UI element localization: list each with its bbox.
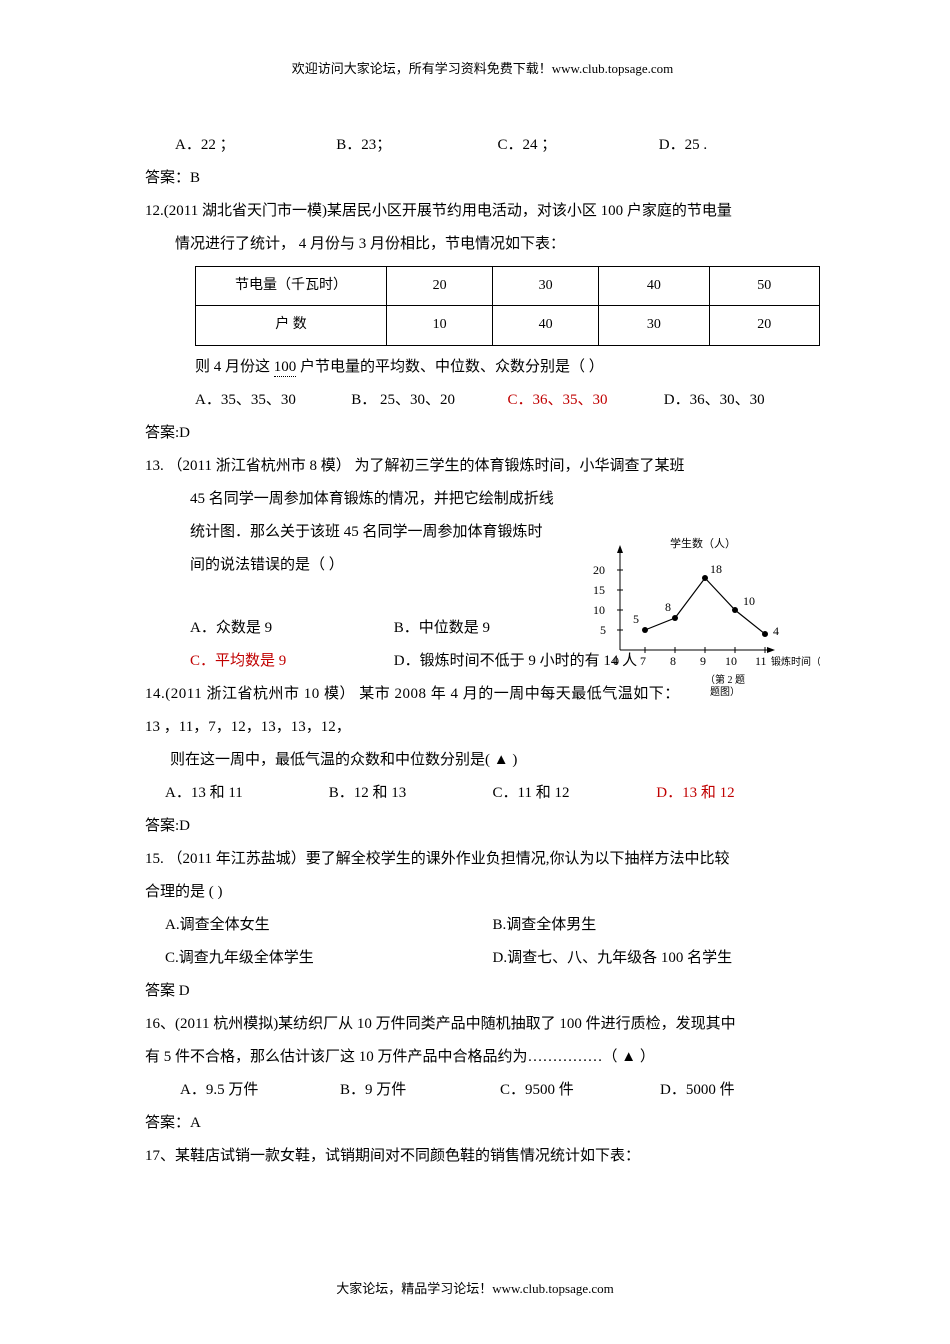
text: 100 [274, 359, 297, 377]
q13-stem2: 45 名同学一周参加体育锻炼的情况，并把它绘制成折线 [145, 483, 820, 516]
q14-opt-c: C．11 和 12 [493, 777, 657, 810]
q14-answer: 答案:D [145, 810, 820, 843]
q12-options: A．35、35、30 B． 25、30、20 C．36、35、30 D．36、3… [145, 384, 820, 417]
q11-opt-c: C．24 ； [498, 129, 659, 162]
table-cell: 10 [387, 306, 493, 346]
page-footer: 大家论坛，精品学习论坛！www.club.topsage.com [0, 1275, 950, 1304]
svg-text:8: 8 [670, 654, 676, 668]
q12-answer: 答案:D [145, 417, 820, 450]
svg-text:锻炼时间（h）: 锻炼时间（h） [771, 655, 820, 668]
page-header: 欢迎访问大家论坛，所有学习资料免费下载！www.club.topsage.com [145, 55, 820, 84]
chart-ylabel: 学生数（人） [670, 536, 736, 550]
q15-opt-c: C.调查九年级全体学生 [165, 942, 493, 975]
svg-text:0: 0 [613, 654, 619, 668]
q16-opt-c: C．9500 件 [500, 1074, 660, 1107]
q17-stem1: 17、某鞋店试销一款女鞋，试销期间对不同颜色鞋的销售情况统计如下表： [145, 1140, 820, 1173]
q12-opt-d: D．36、30、30 [664, 384, 820, 417]
table-cell: 50 [709, 266, 819, 306]
q14-opt-a: A．13 和 11 [165, 777, 329, 810]
q13-block: 13. （2011 浙江省杭州市 8 模） 为了解初三学生的体育锻炼时间，小华调… [145, 450, 820, 678]
svg-text:20: 20 [593, 563, 605, 577]
x-arrow-icon [767, 647, 775, 653]
q15-opt-b: B.调查全体男生 [493, 909, 821, 942]
q15-options-row2: C.调查九年级全体学生 D.调查七、八、九年级各 100 名学生 [145, 942, 820, 975]
q15-answer: 答案 D [145, 975, 820, 1008]
table-cell: 40 [493, 306, 599, 346]
q16-opt-a: A．9.5 万件 [180, 1074, 340, 1107]
table-row: 户 数 10 40 30 20 [196, 306, 820, 346]
q15-opt-a: A.调查全体女生 [165, 909, 493, 942]
q13-chart: 学生数（人） 5 10 15 20 0 7 8 9 10 11 锻炼时间（h） [575, 535, 820, 690]
q16-stem1: 16、(2011 杭州模拟)某纺织厂从 10 万件同类产品中随机抽取了 100 … [145, 1008, 820, 1041]
q13-opt-a: A．众数是 9 [190, 612, 330, 645]
q12-stem1: 12.(2011 湖北省天门市一模)某居民小区开展节约用电活动，对该小区 100… [145, 195, 820, 228]
q14-stem3: 则在这一周中，最低气温的众数和中位数分别是( ▲ ) [145, 744, 820, 777]
q16-stem2: 有 5 件不合格，那么估计该厂这 10 万件产品中合格品约为……………（ ▲ ） [145, 1041, 820, 1074]
table-cell: 节电量（千瓦时） [196, 266, 387, 306]
q16-opt-b: B．9 万件 [340, 1074, 500, 1107]
q12-stem2: 情况进行了统计， 4 月份与 3 月份相比，节电情况如下表： [145, 228, 820, 261]
q15-opt-d: D.调查七、八、九年级各 100 名学生 [493, 942, 821, 975]
q16-options: A．9.5 万件 B．9 万件 C．9500 件 D．5000 件 [145, 1074, 820, 1107]
q11-options: A．22 ； B．23； C．24 ； D．25 . [145, 129, 820, 162]
svg-text:5: 5 [633, 612, 639, 626]
table-cell: 30 [493, 266, 599, 306]
q16-answer: 答案：A [145, 1107, 820, 1140]
svg-text:8: 8 [665, 600, 671, 614]
q12-table: 节电量（千瓦时） 20 30 40 50 户 数 10 40 30 20 [195, 266, 820, 347]
table-cell: 户 数 [196, 306, 387, 346]
svg-text:15: 15 [593, 583, 605, 597]
table-row: 节电量（千瓦时） 20 30 40 50 [196, 266, 820, 306]
q15-stem2: 合理的是 ( ) [145, 876, 820, 909]
q12-stem3: 则 4 月份这 100 户节电量的平均数、中位数、众数分别是（ ） [145, 351, 820, 384]
table-cell: 20 [387, 266, 493, 306]
q15-stem1: 15. （2011 年江苏盐城）要了解全校学生的课外作业负担情况,你认为以下抽样… [145, 843, 820, 876]
q13-opt-b: B．中位数是 9 [394, 620, 490, 636]
q12-opt-c: C．36、35、30 [508, 384, 664, 417]
svg-text:10: 10 [743, 594, 755, 608]
q11-opt-d: D．25 . [659, 129, 820, 162]
q14-options: A．13 和 11 B．12 和 13 C．11 和 12 D．13 和 12 [145, 777, 820, 810]
svg-text:10: 10 [593, 603, 605, 617]
chart-caption2: 题图） [710, 686, 740, 698]
q13-opt-c: C．平均数是 9 [190, 645, 330, 678]
text: 户节电量的平均数、中位数、众数分别是（ ） [296, 359, 604, 375]
q15-options-row1: A.调查全体女生 B.调查全体男生 [145, 909, 820, 942]
svg-text:10: 10 [725, 654, 737, 668]
text: 则 4 月份这 [195, 359, 274, 375]
q14-stem2: 13 ，11，7，12，13，13，12， [145, 711, 820, 744]
q11-opt-b: B．23； [336, 129, 497, 162]
table-cell: 30 [599, 306, 709, 346]
svg-text:4: 4 [773, 624, 779, 638]
svg-text:5: 5 [600, 623, 606, 637]
chart-caption1: （第 2 题 [705, 673, 745, 686]
q13-stem1: 13. （2011 浙江省杭州市 8 模） 为了解初三学生的体育锻炼时间，小华调… [145, 450, 820, 483]
svg-text:18: 18 [710, 562, 722, 576]
table-cell: 40 [599, 266, 709, 306]
svg-text:9: 9 [700, 654, 706, 668]
q12-opt-a: A．35、35、30 [195, 384, 351, 417]
q12-opt-b: B． 25、30、20 [351, 384, 507, 417]
q11-answer: 答案：B [145, 162, 820, 195]
y-arrow-icon [617, 545, 623, 553]
svg-text:11: 11 [755, 654, 767, 668]
q16-opt-d: D．5000 件 [660, 1074, 820, 1107]
q14-opt-d: D．13 和 12 [656, 777, 820, 810]
q11-opt-a: A．22 ； [175, 129, 336, 162]
svg-text:7: 7 [640, 654, 646, 668]
table-cell: 20 [709, 306, 819, 346]
q14-opt-b: B．12 和 13 [329, 777, 493, 810]
